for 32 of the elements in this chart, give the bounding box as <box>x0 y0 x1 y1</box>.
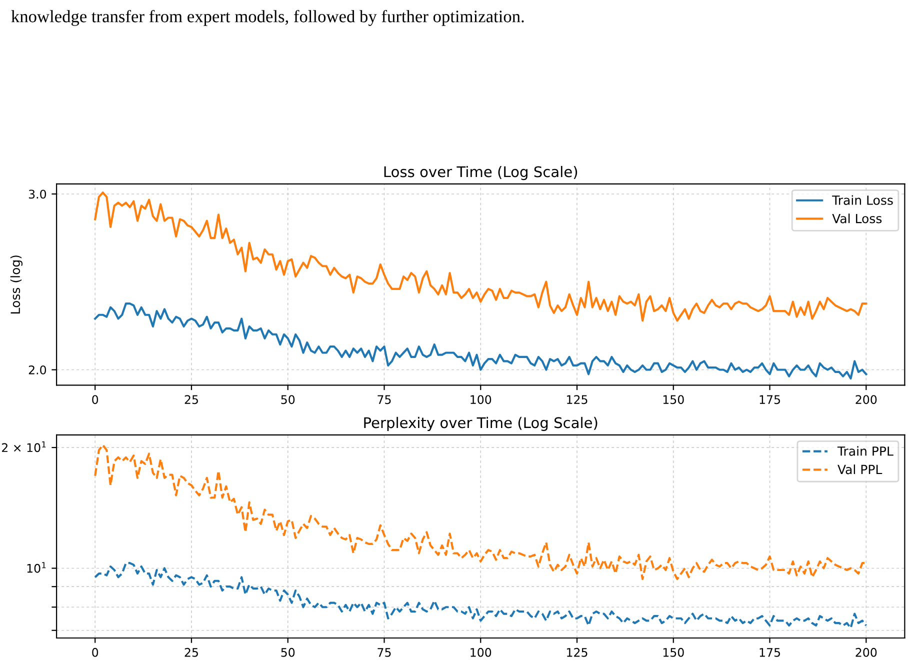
x-tick-label: 50 <box>281 648 295 657</box>
legend-label: Val Loss <box>832 214 882 224</box>
y-tick-label: 2.0 <box>28 365 46 374</box>
x-tick-label: 175 <box>760 648 780 657</box>
legend-label: Val PPL <box>838 464 882 474</box>
x-tick-label: 200 <box>856 395 877 404</box>
legend-label: Train PPL <box>837 446 894 456</box>
x-tick-label: 200 <box>856 648 877 657</box>
y-tick-label: 2 × 10$^{1}$ <box>2 441 46 452</box>
y-tick-label: 10$^{1}$ <box>27 562 46 573</box>
x-tick-label: 175 <box>760 395 780 404</box>
x-tick-label: 150 <box>663 648 684 657</box>
legend-label: Train Loss <box>832 195 893 205</box>
x-tick-label: 150 <box>663 395 684 404</box>
y-tick-label: 3.0 <box>28 190 46 199</box>
text: knowledge transfer from expert models, followed by further optimization. <box>11 10 524 26</box>
x-tick-label: 50 <box>281 395 295 404</box>
x-tick-label: 100 <box>470 395 492 404</box>
y-axis-title: Loss (log) <box>10 256 22 314</box>
x-tick-label: 75 <box>378 395 391 404</box>
line-series <box>94 302 868 380</box>
x-tick-label: 25 <box>184 395 198 404</box>
x-tick-label: 25 <box>184 648 198 657</box>
line-series <box>94 562 868 629</box>
chart-title: Perplexity over Time (Log Scale) <box>364 416 598 432</box>
x-tick-label: 75 <box>378 648 391 657</box>
chart-title: Loss over Time (Log Scale) <box>384 166 578 180</box>
x-tick-label: 125 <box>567 395 588 404</box>
x-tick-label: 0 <box>92 395 98 404</box>
x-tick-label: 125 <box>567 648 588 657</box>
x-tick-label: 100 <box>470 648 492 657</box>
x-tick-label: 0 <box>92 648 98 657</box>
